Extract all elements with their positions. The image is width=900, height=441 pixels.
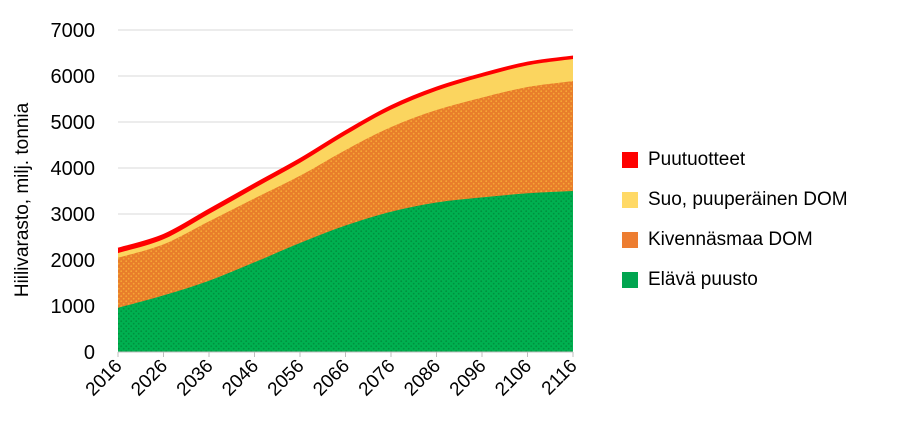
y-tick-label: 0: [84, 342, 95, 364]
legend-swatch-orange: [622, 232, 638, 248]
legend-item-puutuotteet: Puutuotteet: [622, 140, 848, 180]
legend-item-suo-dom: Suo, puuperäinen DOM: [622, 180, 848, 220]
x-tick-label: 2026: [127, 356, 172, 401]
legend-item-kivennasmaa-dom: Kivennäsmaa DOM: [622, 220, 848, 260]
legend-item-elava-puusto: Elävä puusto: [622, 260, 848, 300]
total-top-line: [117, 55, 574, 250]
y-tick-label: 2000: [51, 250, 96, 272]
y-axis-title: Hiilivarasto, milj. tonnia: [12, 102, 33, 298]
x-tick-label: 2036: [173, 356, 218, 401]
area-series: [117, 55, 574, 352]
legend-swatch-red: [622, 152, 638, 168]
legend-swatch-yellow: [622, 192, 638, 208]
x-tick-label: 2116: [538, 356, 582, 400]
legend: Puutuotteet Suo, puuperäinen DOM Kivennä…: [622, 140, 848, 300]
area-elava-puusto: [118, 191, 573, 352]
y-tick-label: 5000: [51, 112, 96, 134]
x-tick-label: 2046: [218, 356, 263, 401]
legend-label: Suo, puuperäinen DOM: [648, 189, 848, 210]
y-tick-label: 3000: [51, 204, 96, 226]
legend-label: Puutuotteet: [648, 149, 746, 170]
x-tick-label: 2096: [446, 356, 491, 401]
x-tick-label: 2076: [355, 356, 400, 401]
y-tick-label: 1000: [51, 296, 96, 318]
x-tick-label: 2056: [264, 356, 309, 401]
legend-label: Elävä puusto: [648, 269, 758, 290]
y-tick-label: 4000: [51, 158, 96, 180]
legend-swatch-green: [622, 272, 638, 288]
y-tick-label: 7000: [51, 20, 96, 42]
x-tick-label: 2066: [309, 356, 354, 401]
y-tick-label: 6000: [51, 66, 96, 88]
axes: [117, 351, 574, 357]
legend-label: Kivennäsmaa DOM: [648, 229, 813, 250]
x-tick-label: 2086: [400, 356, 445, 401]
x-tick-label: 2106: [491, 356, 536, 401]
